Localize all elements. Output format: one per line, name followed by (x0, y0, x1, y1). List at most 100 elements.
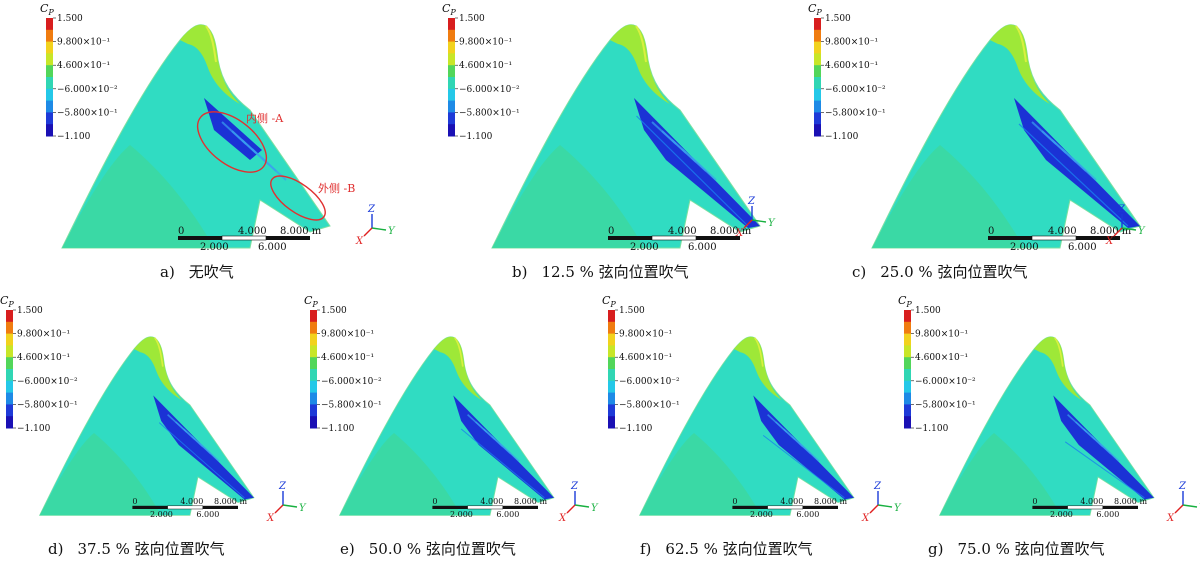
scale-label-top: 0 (988, 226, 994, 237)
axes-triad: ZYX (1105, 204, 1146, 247)
cp-legend-swatch (6, 357, 13, 370)
contour-figure-e: 0 4.000 8.000 m 2.000 6.000 CP1.500 9.800×10⁻¹… (304, 294, 599, 524)
cp-legend-level: −1.100 (825, 132, 859, 142)
cp-legend-level: −6.000×10⁻² (17, 377, 78, 387)
canopy-edge (754, 337, 764, 367)
scale-bar-segment (178, 236, 222, 240)
caption-e: e) 50.0 % 弦向位置吹气 (340, 538, 516, 559)
cp-legend-level: −1.100 (459, 132, 493, 142)
blowing-slot-line (1064, 441, 1145, 499)
cp-legend: CP1.500 9.800×10⁻¹ 4.600×10⁻¹ −6.000×10⁻² −5… (898, 294, 976, 434)
x-axis-label: X (355, 236, 364, 247)
caption-g: g) 75.0 % 弦向位置吹气 (928, 538, 1105, 559)
cp-legend-swatch (46, 100, 53, 113)
cp-legend-level: −1.100 (57, 132, 91, 142)
contour-figure-g: 0 4.000 8.000 m 2.000 6.000 CP1.500 9.800×10⁻¹… (898, 294, 1200, 524)
cp-legend-level: −6.000×10⁻² (619, 377, 680, 387)
z-axis-label: Z (747, 196, 756, 207)
caption-a-text: 无吹气 (188, 263, 234, 281)
cp-legend-swatch (46, 18, 53, 31)
scale-label-bottom: 2.000 (1010, 242, 1039, 253)
cp-legend-swatch (608, 333, 615, 346)
cp-legend-swatch (46, 112, 53, 125)
scale-label-top: 4.000 (238, 226, 267, 237)
outer-region-ellipse (270, 175, 326, 221)
scale-bar-segment (988, 236, 1032, 240)
cp-legend-swatch (814, 18, 821, 31)
y-axis-line (751, 219, 767, 223)
cp-legend-swatch (6, 333, 13, 346)
cp-legend-swatch (448, 77, 455, 90)
scale-bar: 0 4.000 8.000 m 2.000 6.000 (1032, 497, 1147, 519)
axes-triad: ZYX (355, 204, 396, 247)
cp-legend-swatch (310, 333, 317, 346)
caption-b-label: b) (512, 263, 528, 281)
scale-label-bottom: 2.000 (750, 510, 773, 519)
caption-g-label: g) (928, 540, 944, 558)
caption-c-label: c) (852, 263, 867, 281)
y-axis-label: Y (1138, 226, 1146, 237)
cp-legend-subscript: P (905, 300, 912, 309)
axes-triad: ZYX (266, 481, 307, 524)
nose-region (1034, 336, 1082, 401)
cp-legend-swatch (448, 53, 455, 66)
cp-legend-swatch (814, 41, 821, 54)
aircraft-planform-a: 内侧 -A 外侧 -B 0 4.000 8.000 m 2.000 6.000 (61, 24, 355, 253)
cp-legend-swatch (448, 18, 455, 31)
scale-label-bottom: 2.000 (450, 510, 473, 519)
scale-bar-segment (432, 505, 468, 509)
cp-legend-swatch (46, 53, 53, 66)
panel-g: 0 4.000 8.000 m 2.000 6.000 CP 1.500 9.800×10⁻¹… (898, 294, 1200, 563)
scale-bar-segment (1102, 505, 1138, 509)
y-axis-line (1121, 227, 1137, 231)
fuselage-region (62, 145, 214, 248)
cp-legend-swatch (46, 65, 53, 78)
cp-legend-level: 4.600×10⁻¹ (17, 353, 70, 363)
scale-label-bottom: 2.000 (150, 510, 173, 519)
canopy-edge (154, 337, 164, 367)
cp-legend-level: 9.800×10⁻¹ (321, 330, 374, 340)
contour-figure-b: 0 4.000 8.000 m 2.000 6.000 CP1.500 9.800×10⁻¹… (442, 2, 776, 253)
x-axis-label: X (735, 228, 744, 239)
aircraft-planform-e: 0 4.000 8.000 m 2.000 6.000 (338, 336, 555, 519)
cp-legend-swatch (904, 345, 911, 358)
cp-legend-subscript: P (609, 300, 616, 309)
y-axis-label: Y (299, 503, 307, 514)
cp-legend-swatch (46, 77, 53, 90)
scale-label-top: 8.000 m (814, 497, 847, 506)
outer-region-label: 外侧 -B (318, 182, 355, 195)
scale-label-bottom: 2.000 (630, 242, 659, 253)
cp-legend: CP1.500 9.800×10⁻¹ 4.600×10⁻¹ −6.000×10⁻² −5… (304, 294, 382, 434)
y-axis-line (877, 504, 893, 508)
cp-legend-level: 9.800×10⁻¹ (459, 38, 512, 48)
z-axis-label: Z (873, 481, 882, 492)
y-axis-line (1182, 504, 1198, 508)
fuselage-region (492, 145, 644, 248)
fuselage-region (939, 433, 1062, 516)
scale-bar: 0 4.000 8.000 m 2.000 6.000 (132, 497, 247, 519)
scale-label-bottom: 6.000 (796, 510, 819, 519)
fuselage-region (339, 433, 462, 516)
vortex-streak (691, 157, 717, 181)
y-axis-label: Y (894, 503, 902, 514)
cp-legend-level: 1.500 (825, 14, 851, 24)
cp-legend-swatch (608, 380, 615, 394)
scale-bar: 0 4.000 8.000 m 2.000 6.000 (608, 226, 752, 253)
scale-label-top: 4.000 (1080, 497, 1103, 506)
scale-bar: 0 4.000 8.000 m 2.000 6.000 (732, 497, 847, 519)
scale-bar-segment (696, 236, 740, 240)
z-axis-label: Z (1178, 481, 1187, 492)
scale-bar-segment (132, 505, 168, 509)
cp-legend-swatch (904, 357, 911, 370)
cp-legend-swatch (6, 392, 13, 405)
cp-legend: CP1.500 9.800×10⁻¹ 4.600×10⁻¹ −6.000×10⁻² −5… (442, 2, 520, 142)
cp-legend-swatch (46, 29, 53, 43)
panel-b: 0 4.000 8.000 m 2.000 6.000 CP 1.500 9.800×10⁻¹… (400, 0, 800, 285)
canopy-edge (454, 337, 464, 367)
y-axis-line (574, 504, 590, 508)
cp-legend-subscript: P (815, 8, 822, 17)
axes-triad: ZYX (1166, 481, 1200, 524)
cp-legend-swatch (904, 333, 911, 346)
cp-legend-level: 1.500 (619, 306, 645, 316)
z-axis-label: Z (278, 481, 287, 492)
